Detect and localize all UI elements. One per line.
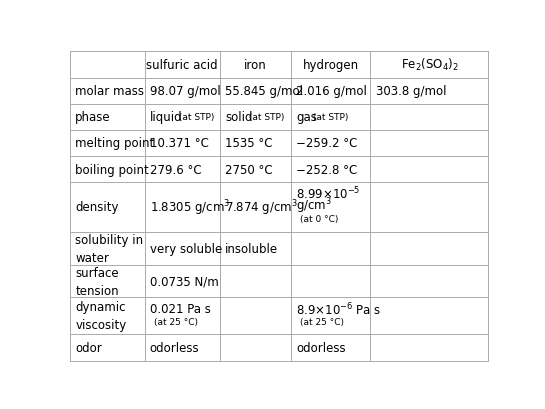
Text: (at STP): (at STP) [246,113,284,122]
Text: (at 25 °C): (at 25 °C) [300,318,344,327]
Text: Fe$_2$(SO$_4$)$_2$: Fe$_2$(SO$_4$)$_2$ [401,57,458,73]
Text: −259.2 °C: −259.2 °C [296,137,358,150]
Text: −252.8 °C: −252.8 °C [296,163,358,176]
Text: solubility in
water: solubility in water [75,233,143,264]
Text: dynamic
viscosity: dynamic viscosity [75,300,126,331]
Text: odorless: odorless [150,341,199,354]
Text: molar mass: molar mass [75,85,144,98]
Text: 8.99×10$^{-5}$: 8.99×10$^{-5}$ [296,185,361,202]
Text: very soluble: very soluble [150,242,222,255]
Text: 8.9×10$^{-6}$ Pa s: 8.9×10$^{-6}$ Pa s [296,301,381,317]
Text: density: density [75,201,119,214]
Text: (at STP): (at STP) [311,113,349,122]
Text: odor: odor [75,341,102,354]
Text: sulfuric acid: sulfuric acid [147,59,218,72]
Text: 7.874 g/cm$^3$: 7.874 g/cm$^3$ [225,198,298,217]
Text: 1535 °C: 1535 °C [225,137,272,150]
Text: 0.021 Pa s: 0.021 Pa s [150,302,210,315]
Text: liquid: liquid [150,111,183,124]
Text: insoluble: insoluble [225,242,278,255]
Text: hydrogen: hydrogen [302,59,359,72]
Text: 55.845 g/mol: 55.845 g/mol [225,85,303,98]
Text: boiling point: boiling point [75,163,149,176]
Text: 0.0735 N/m: 0.0735 N/m [150,275,219,288]
Text: phase: phase [75,111,111,124]
Text: 2.016 g/mol: 2.016 g/mol [296,85,367,98]
Text: odorless: odorless [296,341,346,354]
Text: surface
tension: surface tension [75,266,119,297]
Text: (at 25 °C): (at 25 °C) [154,318,198,327]
Text: 2750 °C: 2750 °C [225,163,272,176]
Text: 1.8305 g/cm$^3$: 1.8305 g/cm$^3$ [150,198,230,217]
Text: iron: iron [244,59,267,72]
Text: 303.8 g/mol: 303.8 g/mol [376,85,446,98]
Text: g/cm$^3$: g/cm$^3$ [296,196,332,216]
Text: (at 0 °C): (at 0 °C) [300,214,338,223]
Text: 279.6 °C: 279.6 °C [150,163,201,176]
Text: gas: gas [296,111,317,124]
Text: (at STP): (at STP) [176,113,214,122]
Text: melting point: melting point [75,137,155,150]
Text: solid: solid [225,111,252,124]
Text: 10.371 °C: 10.371 °C [150,137,209,150]
Text: 98.07 g/mol: 98.07 g/mol [150,85,221,98]
